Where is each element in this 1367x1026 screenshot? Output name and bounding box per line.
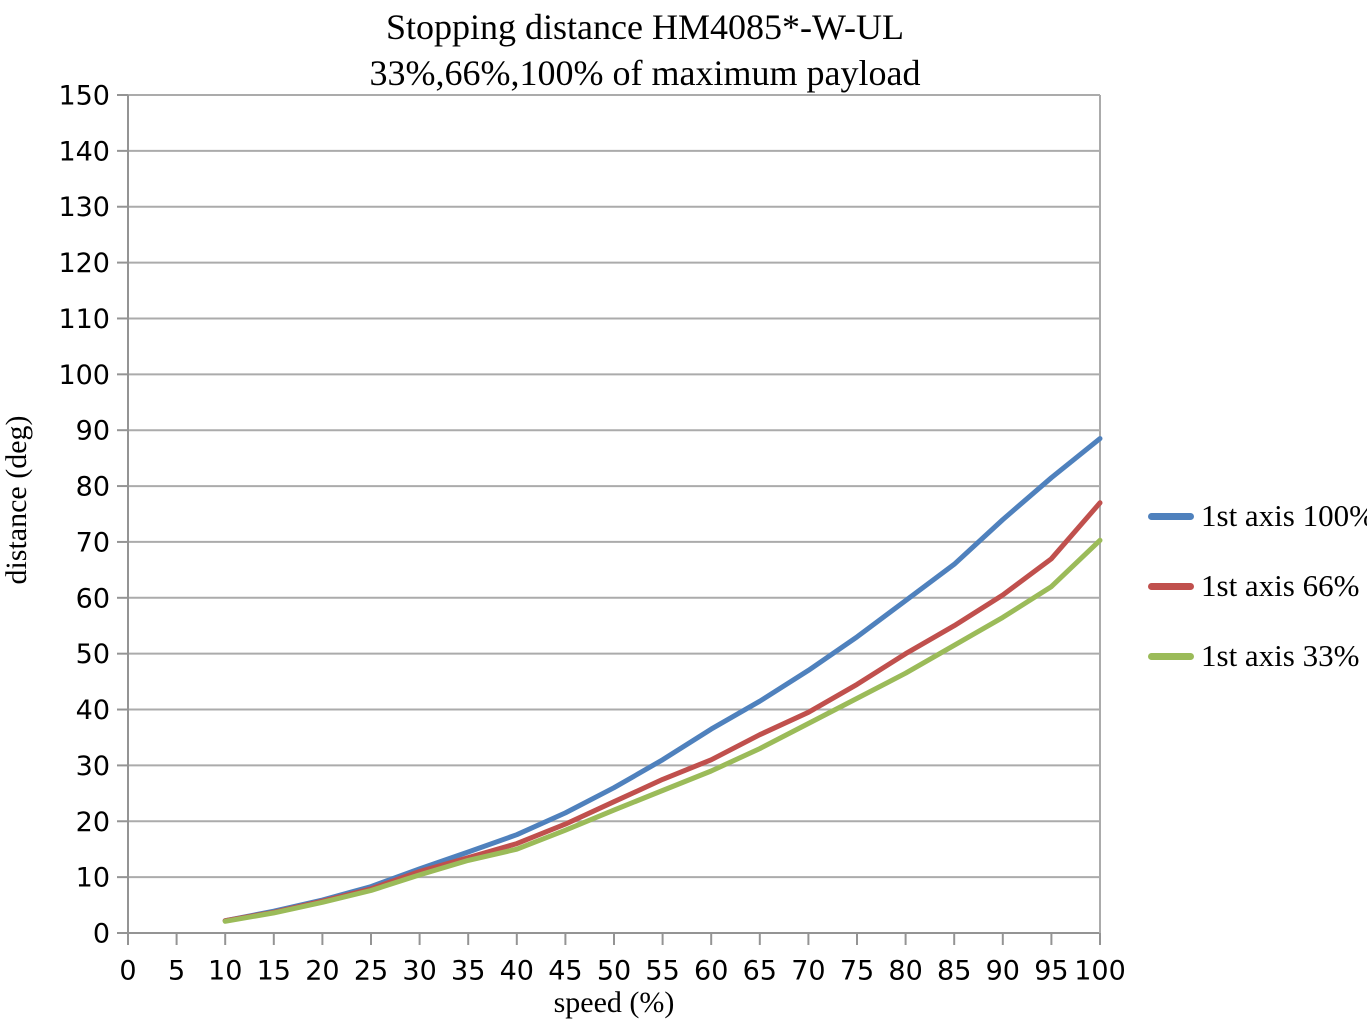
x-tick-label-25: 25 bbox=[354, 956, 388, 987]
y-tick-label-130: 130 bbox=[58, 192, 110, 223]
chart-title: Stopping distance HM4085*-W-UL bbox=[386, 7, 904, 47]
x-tick-label-15: 15 bbox=[257, 956, 291, 987]
legend-label-33: 1st axis 33% bbox=[1201, 638, 1360, 673]
x-tick-label-85: 85 bbox=[937, 956, 971, 987]
y-tick-label-80: 80 bbox=[76, 472, 110, 503]
y-tick-label-60: 60 bbox=[76, 583, 110, 614]
y-tick-label-140: 140 bbox=[58, 136, 110, 167]
y-tick-label-40: 40 bbox=[76, 695, 110, 726]
x-tick-label-45: 45 bbox=[548, 956, 582, 987]
x-tick-label-60: 60 bbox=[694, 956, 728, 987]
x-tick-label-55: 55 bbox=[645, 956, 679, 987]
x-tick-label-35: 35 bbox=[451, 956, 485, 987]
legend-label-100: 1st axis 100% bbox=[1201, 498, 1367, 533]
legend-swatch-33-icon bbox=[1148, 652, 1194, 660]
x-tick-label-50: 50 bbox=[597, 956, 631, 987]
legend-item-100: 1st axis 100% bbox=[1148, 481, 1367, 551]
x-tick-label-65: 65 bbox=[743, 956, 777, 987]
y-tick-label-0: 0 bbox=[93, 919, 110, 950]
x-tick-label-0: 0 bbox=[119, 956, 136, 987]
x-tick-label-100: 100 bbox=[1074, 956, 1126, 987]
x-tick-label-20: 20 bbox=[305, 956, 339, 987]
y-tick-label-100: 100 bbox=[58, 360, 110, 391]
x-tick-label-80: 80 bbox=[888, 956, 922, 987]
x-tick-label-95: 95 bbox=[1034, 956, 1068, 987]
y-tick-label-50: 50 bbox=[76, 639, 110, 670]
x-tick-label-10: 10 bbox=[208, 956, 242, 987]
series-line-1 bbox=[222, 436, 1103, 924]
y-tick-label-10: 10 bbox=[76, 863, 110, 894]
series-line-2 bbox=[222, 500, 1103, 924]
y-tick-label-20: 20 bbox=[76, 807, 110, 838]
y-tick-label-150: 150 bbox=[58, 81, 110, 112]
legend-swatch-66-icon bbox=[1148, 582, 1194, 590]
y-tick-label-30: 30 bbox=[76, 751, 110, 782]
x-tick-label-5: 5 bbox=[168, 956, 185, 987]
y-tick-label-120: 120 bbox=[58, 248, 110, 279]
x-tick-label-75: 75 bbox=[840, 956, 874, 987]
legend: 1st axis 100% 1st axis 66% 1st axis 33% bbox=[1148, 481, 1367, 691]
y-tick-label-90: 90 bbox=[76, 416, 110, 447]
x-tick-label-30: 30 bbox=[402, 956, 436, 987]
x-axis-title: speed (%) bbox=[553, 986, 675, 1019]
legend-label-66: 1st axis 66% bbox=[1201, 568, 1360, 603]
series-line-3 bbox=[222, 537, 1103, 924]
x-tick-label-90: 90 bbox=[986, 956, 1020, 987]
legend-swatch-100-icon bbox=[1148, 512, 1194, 520]
legend-item-33: 1st axis 33% bbox=[1148, 621, 1367, 691]
legend-item-66: 1st axis 66% bbox=[1148, 551, 1367, 621]
chart-subtitle: 33%,66%,100% of maximum payload bbox=[369, 53, 921, 93]
y-tick-label-110: 110 bbox=[58, 304, 110, 335]
x-tick-label-40: 40 bbox=[500, 956, 534, 987]
y-tick-label-70: 70 bbox=[76, 527, 110, 558]
x-tick-label-70: 70 bbox=[791, 956, 825, 987]
